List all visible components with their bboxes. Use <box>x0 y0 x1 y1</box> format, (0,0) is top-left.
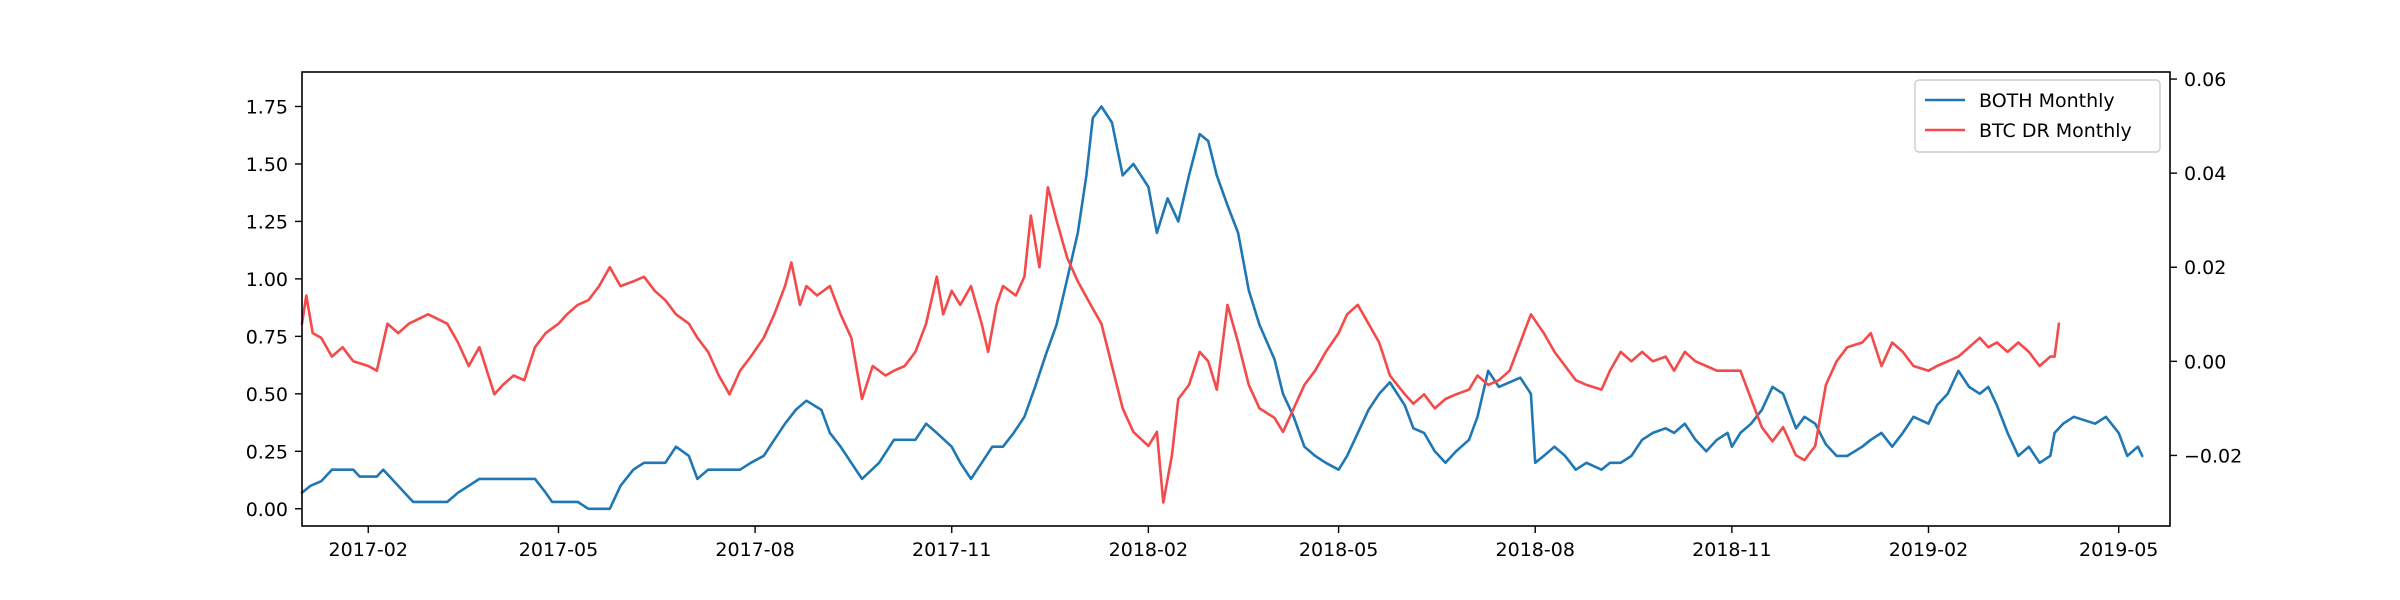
x-tick-label: 2017-02 <box>329 539 408 561</box>
y-axis-right: −0.02 0.00 0.02 0.04 0.06 <box>2170 69 2242 467</box>
x-tick-label: 2019-05 <box>2079 539 2158 561</box>
legend: BOTH Monthly BTC DR Monthly <box>1914 79 2161 153</box>
y-right-tick-label: 0.04 <box>2184 163 2226 185</box>
y-right-tick-label: 0.06 <box>2184 69 2226 91</box>
y-axis-left: 0.00 0.25 0.50 0.75 1.00 1.25 1.50 1.75 <box>246 96 302 521</box>
x-tick-label: 2018-05 <box>1299 539 1378 561</box>
y-left-tick-label: 0.25 <box>246 441 288 463</box>
legend-box <box>1914 79 2161 153</box>
y-right-tick-label: 0.00 <box>2184 351 2226 373</box>
x-tick-label: 2017-08 <box>715 539 794 561</box>
series-layer <box>300 105 2144 511</box>
y-left-tick-label: 1.50 <box>246 154 288 176</box>
y-left-tick-label: 1.25 <box>246 211 288 233</box>
y-left-tick-label: 1.75 <box>246 96 288 118</box>
plot-frame <box>301 71 2171 527</box>
y-left-tick-label: 0.50 <box>246 384 288 406</box>
legend-label: BTC DR Monthly <box>1979 120 2132 142</box>
x-tick-label: 2018-11 <box>1692 539 1771 561</box>
series-line-btc-dr-monthly <box>300 186 2061 504</box>
y-right-tick-label: −0.02 <box>2184 445 2242 467</box>
y-left-tick-label: 1.00 <box>246 269 288 291</box>
x-tick-label: 2017-11 <box>912 539 991 561</box>
legend-label: BOTH Monthly <box>1979 90 2115 112</box>
x-tick-label: 2018-08 <box>1496 539 1575 561</box>
x-tick-label: 2018-02 <box>1109 539 1188 561</box>
y-left-tick-label: 0.00 <box>246 499 288 521</box>
y-right-tick-label: 0.02 <box>2184 257 2226 279</box>
x-tick-label: 2019-02 <box>1889 539 1968 561</box>
y-left-tick-label: 0.75 <box>246 326 288 348</box>
x-tick-label: 2017-05 <box>519 539 598 561</box>
x-axis: 2017-02 2017-05 2017-08 2017-11 2018-02 2018-… <box>329 526 2158 561</box>
series-line-both-monthly <box>300 105 2144 511</box>
